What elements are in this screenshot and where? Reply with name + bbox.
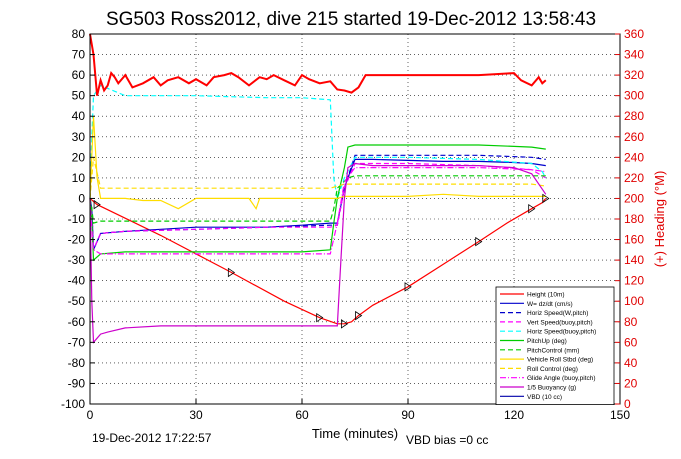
y-left-tick-label: -80 xyxy=(68,356,86,370)
series-group xyxy=(89,84,547,344)
footer-vbd-bias: VBD bias =0 cc xyxy=(406,433,488,447)
legend-label: Horiz Speed(buoy,pitch) xyxy=(527,329,596,336)
y-right-tick-label: 280 xyxy=(624,109,644,123)
y-right-tick-label: 180 xyxy=(624,212,644,226)
series-line xyxy=(89,162,547,251)
series-line xyxy=(89,116,546,211)
y-left-tick-label: 50 xyxy=(72,89,86,103)
x-tick-label: 90 xyxy=(401,408,415,422)
y-left-tick-label: 10 xyxy=(72,171,86,185)
y-right-tick-label: 120 xyxy=(624,274,644,288)
y-right-tick-label: 0 xyxy=(624,397,631,411)
y-left-tick-label: -50 xyxy=(68,294,86,308)
x-tick-label: 120 xyxy=(504,408,524,422)
y-left-tick-label: 70 xyxy=(72,48,86,62)
y-right-tick-label: 220 xyxy=(624,171,644,185)
y-right-tick-label: 80 xyxy=(624,315,638,329)
series-line xyxy=(89,158,546,251)
chart-title: SG503 Ross2012, dive 215 started 19-Dec-… xyxy=(106,9,596,30)
y-right-tick-label: 260 xyxy=(624,130,644,144)
legend-label: PitchControl (mm) xyxy=(527,347,579,354)
legend-box xyxy=(495,286,615,405)
y-right-tick-label: 100 xyxy=(624,294,644,308)
series-line xyxy=(89,154,546,251)
legend: Height (10m) W= dz/dt (cm/s) Horiz Speed(W… xyxy=(495,286,615,405)
y-right-tick-label: 60 xyxy=(624,335,638,349)
y-right-tick-label: 240 xyxy=(624,150,644,164)
data-marker xyxy=(227,267,236,278)
y-right-tick-label: 300 xyxy=(624,89,644,103)
y-left-tick-label: 40 xyxy=(72,109,86,123)
y-left-tick-label: -100 xyxy=(61,397,85,411)
heading-line xyxy=(89,33,547,96)
y-left-tick-label: -40 xyxy=(68,274,86,288)
y-right-tick-label: 160 xyxy=(624,233,644,247)
y-right-tick-label: 320 xyxy=(624,68,644,82)
series-line xyxy=(89,157,546,199)
series-line xyxy=(89,175,546,224)
legend-label: Glide Angle (buoy,pitch) xyxy=(527,375,596,382)
footer-timestamp: 19-Dec-2012 17:22:57 xyxy=(92,431,212,445)
y-right-tick-label: 40 xyxy=(624,356,638,370)
x-tick-label: 0 xyxy=(87,408,94,422)
y-left-tick-label: -20 xyxy=(68,233,86,247)
y-right-tick-label: 20 xyxy=(624,376,638,390)
series-line xyxy=(89,162,547,344)
legend-label: 1/5 Buoyancy (g) xyxy=(527,385,576,392)
legend-label: Horiz Speed(W,pitch) xyxy=(527,310,588,317)
legend-label: VBD (10 cc) xyxy=(527,394,562,401)
y-left-tick-label: -10 xyxy=(68,212,86,226)
y-left-tick-label: 0 xyxy=(78,191,85,205)
y-right-tick-label: 200 xyxy=(624,191,644,205)
x-tick-label: 60 xyxy=(295,408,309,422)
y-left-tick-label: -70 xyxy=(68,335,86,349)
legend-label: Vert Speed(buoy,pitch) xyxy=(527,319,593,326)
y-axis-left-ticks: -100-90-80-70-60-50-40-30-20-10010203040… xyxy=(61,27,95,411)
data-marker xyxy=(475,236,483,247)
y-right-tick-label: 360 xyxy=(624,27,644,41)
heading-series-group xyxy=(89,33,547,96)
y-left-tick-label: -60 xyxy=(68,315,86,329)
y-left-tick-label: -30 xyxy=(68,253,86,267)
y-left-tick-label: 80 xyxy=(72,27,86,41)
data-marker xyxy=(355,310,363,321)
data-marker xyxy=(528,203,536,214)
legend-label: W= dz/dt (cm/s) xyxy=(527,301,573,308)
markers-group xyxy=(93,193,550,329)
legend-label: Vehicle Roll Stbd (deg) xyxy=(527,357,593,364)
data-marker xyxy=(341,319,349,329)
data-marker xyxy=(404,282,412,292)
data-marker xyxy=(93,199,101,210)
series-line xyxy=(89,144,546,262)
data-marker xyxy=(316,312,324,323)
series-line xyxy=(89,84,547,199)
series-line xyxy=(89,197,547,325)
series-line xyxy=(89,167,546,255)
y-axis-right-label: (+) Heading (°M) xyxy=(652,171,667,268)
x-axis-label: Time (minutes) xyxy=(312,426,398,441)
y-left-tick-label: 30 xyxy=(72,130,86,144)
x-tick-label: 30 xyxy=(189,408,203,422)
y-left-tick-label: -90 xyxy=(68,376,86,390)
y-left-tick-label: 60 xyxy=(72,68,86,82)
legend-label: PitchUp (deg) xyxy=(527,338,567,345)
y-right-tick-label: 340 xyxy=(624,48,644,62)
y-axis-right-ticks: 0 20 40 60 80 100 120 140 160 180 200 220 240 260 280 3… xyxy=(615,27,644,411)
y-left-tick-label: 20 xyxy=(72,150,86,164)
data-marker xyxy=(542,193,550,204)
y-right-tick-label: 140 xyxy=(624,253,644,267)
x-tick-label: 150 xyxy=(610,408,630,422)
legend-label: Height (10m) xyxy=(527,292,565,299)
legend-label: Roll Control (deg) xyxy=(527,366,578,373)
